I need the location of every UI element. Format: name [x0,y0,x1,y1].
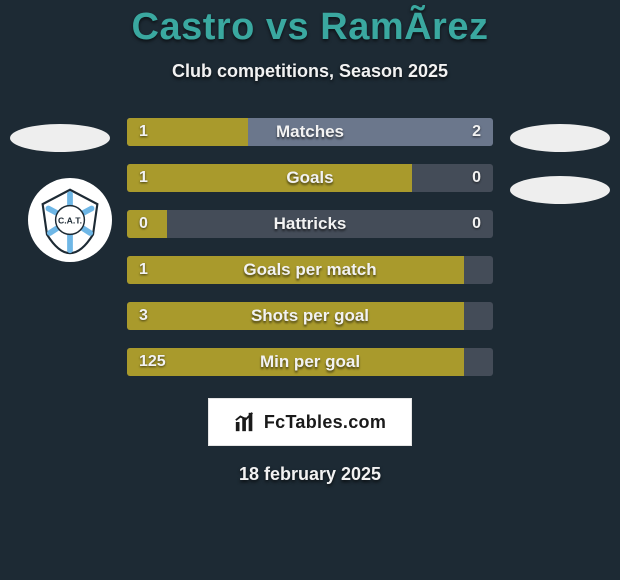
stat-left-seg: 125 [127,348,464,376]
stat-left-seg: 1 [127,118,248,146]
stat-left-seg: 0 [127,210,167,238]
stat-left-value: 1 [139,261,148,279]
stat-row: 1Goals per match [127,256,493,284]
chart-icon [234,411,256,433]
badge-letters: C.A.T. [58,216,82,226]
brand-text: FcTables.com [264,412,386,433]
decor-ellipse-right-2 [510,176,610,204]
stat-right-value: 0 [472,169,481,187]
stat-right-seg [464,348,493,376]
stat-right-seg: 2 [248,118,493,146]
stat-right-seg: 0 [412,164,493,192]
content-root: Castro vs RamÃ­rez Club competitions, Se… [0,0,620,580]
club-badge-icon: C.A.T. [34,184,106,256]
stat-right-seg [464,256,493,284]
subtitle: Club competitions, Season 2025 [0,61,620,82]
stat-right-value: 0 [472,215,481,233]
stat-row: 00Hattricks [127,210,493,238]
stat-row: 12Matches [127,118,493,146]
stat-right-value: 2 [472,123,481,141]
stat-left-seg: 1 [127,164,412,192]
page-title: Castro vs RamÃ­rez [0,0,620,49]
stat-left-value: 3 [139,307,148,325]
brand-banner[interactable]: FcTables.com [208,398,412,446]
club-badge: C.A.T. [28,178,112,262]
stat-left-seg: 3 [127,302,464,330]
stat-row: 125Min per goal [127,348,493,376]
stat-left-value: 0 [139,215,148,233]
decor-ellipse-right-1 [510,124,610,152]
stat-right-seg [464,302,493,330]
stat-left-value: 125 [139,353,166,371]
stat-right-seg: 0 [167,210,493,238]
stat-row: 10Goals [127,164,493,192]
stat-left-value: 1 [139,169,148,187]
stat-row: 3Shots per goal [127,302,493,330]
decor-ellipse-left [10,124,110,152]
stat-left-value: 1 [139,123,148,141]
date-text: 18 february 2025 [0,464,620,485]
stat-left-seg: 1 [127,256,464,284]
